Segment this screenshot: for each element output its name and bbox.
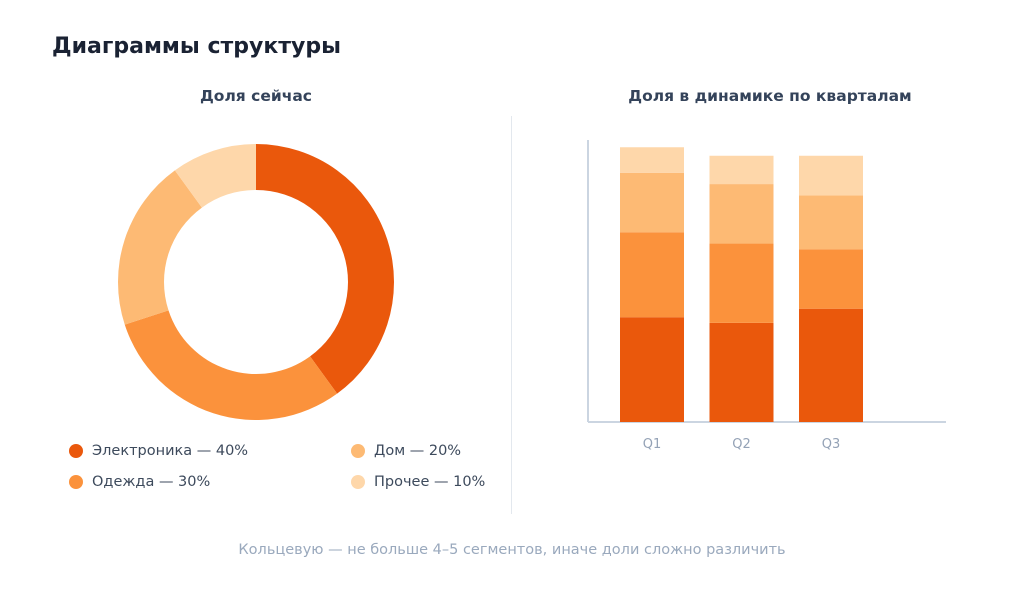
bar-q2-segment-1: [709, 322, 774, 422]
stacked-bar-chart: Q1 Q2 Q3: [587, 140, 946, 452]
bar-q1-segment-2: [620, 232, 684, 318]
bar-q3-segment-1: [799, 308, 863, 422]
donut-slice-home: [117, 170, 202, 325]
bar-chart-title: Доля в динамике по кварталам: [628, 87, 912, 105]
page-title: Диаграммы структуры: [52, 34, 342, 59]
legend-label-home: Дом — 20%: [374, 443, 462, 459]
bar-q2-segment-2: [709, 243, 774, 323]
donut-chart: [117, 144, 394, 420]
x-tick-label-q3: Q3: [822, 437, 841, 452]
bar-q1-segment-1: [620, 317, 684, 422]
donut-slice-other: [174, 144, 256, 208]
footnote: Кольцевую — не больше 4–5 сегментов, ина…: [238, 542, 786, 558]
legend-item-home: Дом — 20%: [351, 443, 461, 459]
donut-slice-electronics: [256, 144, 394, 394]
bar-q3-segment-4: [799, 155, 863, 196]
bar-q2-segment-4: [709, 155, 774, 185]
donut-chart-title: Доля сейчас: [199, 87, 312, 105]
donut-slice-clothing: [124, 310, 338, 420]
x-tick-label-q2: Q2: [732, 437, 751, 452]
legend-swatch-clothing: [69, 475, 83, 489]
bar-q3-segment-3: [799, 195, 863, 250]
legend-swatch-electronics: [69, 444, 83, 458]
legend-swatch-other: [351, 475, 365, 489]
legend-label-other: Прочее — 10%: [374, 474, 486, 490]
bar-q2-segment-3: [709, 184, 774, 244]
legend-item-clothing: Одежда — 30%: [69, 474, 210, 490]
legend-label-electronics: Электроника — 40%: [92, 443, 249, 459]
bar-q1-segment-4: [620, 147, 684, 173]
panel-divider: [511, 116, 512, 514]
bar-q1-segment-3: [620, 172, 684, 233]
legend-item-electronics: Электроника — 40%: [69, 443, 248, 459]
legend-swatch-home: [351, 444, 365, 458]
legend-item-other: Прочее — 10%: [351, 474, 485, 490]
x-tick-label-q1: Q1: [643, 437, 662, 452]
legend-label-clothing: Одежда — 30%: [92, 474, 211, 490]
bar-q3-segment-2: [799, 249, 863, 309]
